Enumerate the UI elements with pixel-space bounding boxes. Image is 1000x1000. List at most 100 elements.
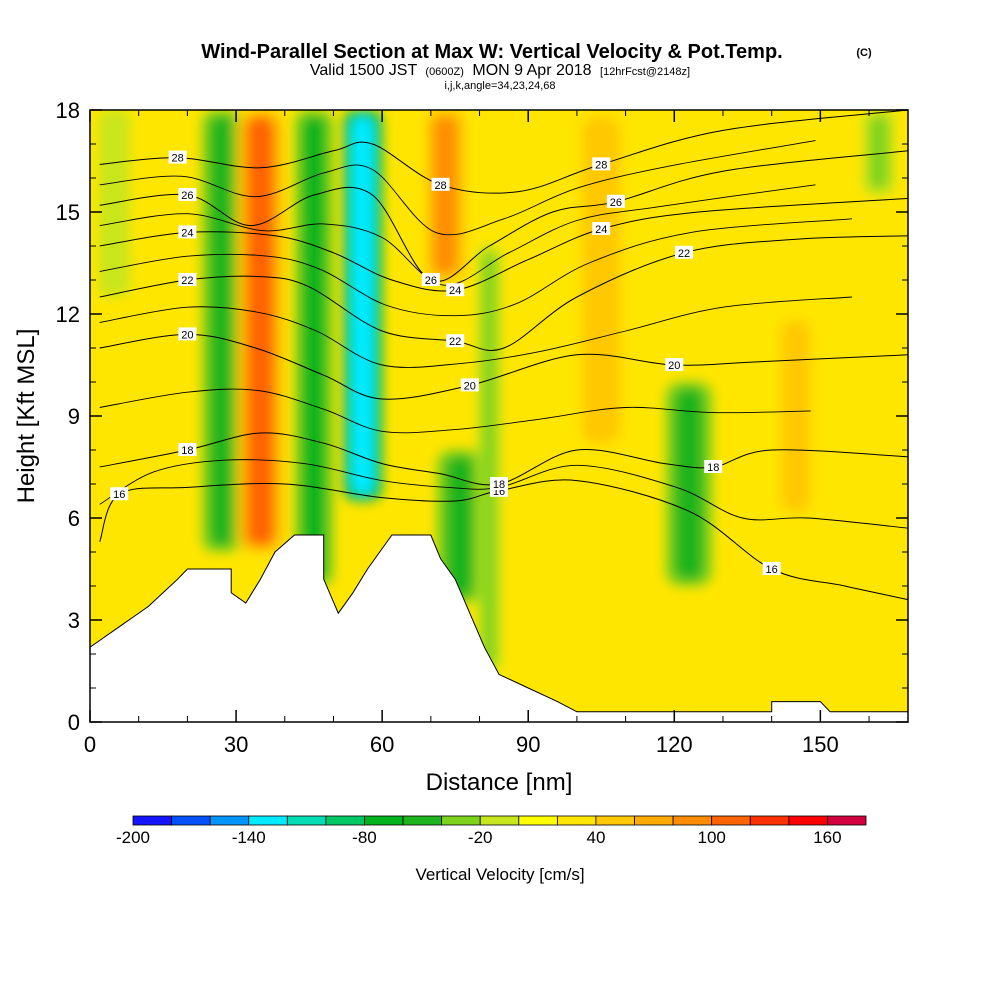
colorbar-swatch (287, 816, 326, 825)
y-tick-label: 9 (68, 404, 80, 429)
valid-date: MON 9 Apr 2018 (472, 62, 591, 79)
x-tick-label: 90 (516, 732, 540, 757)
contour-label-text: 24 (181, 227, 193, 239)
colorbar-swatch (364, 816, 403, 825)
colorbar-tick-label: -80 (352, 828, 377, 847)
theta-contour-label: 22 (446, 334, 464, 348)
colorbar-swatch (557, 816, 596, 825)
theta-contour-label: 24 (592, 222, 610, 236)
forecast-info: [12hrFcst@2148z] (600, 66, 690, 78)
contour-label-text: 28 (595, 159, 607, 171)
plot-area: 16 16161818182020202222222424242626262828… (90, 110, 908, 722)
contour-label-text: 20 (464, 380, 476, 392)
contour-label-text: 22 (181, 275, 193, 287)
colorbar-swatch (712, 816, 751, 825)
colorbar-swatch (480, 816, 519, 825)
colorbar-swatch (133, 816, 172, 825)
contour-label-text: 18 (493, 479, 505, 491)
colorbar-swatch (249, 816, 288, 825)
contour-label-text: 22 (449, 336, 461, 348)
contour-label-text: 26 (610, 197, 622, 209)
y-tick-label: 15 (56, 200, 80, 225)
theta-contour-label: 20 (665, 358, 683, 372)
theta-contour-label: 24 (446, 283, 464, 297)
y-tick-label: 3 (68, 608, 80, 633)
x-tick-label: 60 (370, 732, 394, 757)
theta-contour-label: 28 (592, 157, 610, 171)
x-tick-label: 0 (84, 732, 96, 757)
colorbar-tick-label: 40 (586, 828, 605, 847)
theta-contour-label: 22 (178, 273, 196, 287)
theta-contour-label: 16 (763, 562, 781, 576)
contour-label-text: 16 (766, 564, 778, 576)
velocity-feature-core (246, 116, 275, 546)
colorbar-swatch (789, 816, 828, 825)
x-tick-label: 150 (802, 732, 839, 757)
colorbar-tick-label: -20 (468, 828, 493, 847)
cross-section-chart: Wind-Parallel Section at Max W: Vertical… (0, 0, 1000, 1000)
contour-label-text: 26 (425, 275, 437, 287)
colorbar-tick-label: 160 (813, 828, 841, 847)
colorbar-swatch (403, 816, 442, 825)
colorbar-swatch (210, 816, 249, 825)
grid-params: i,j,k,angle=34,23,24,68 (444, 80, 555, 92)
x-axis-title: Distance [nm] (426, 769, 573, 796)
theta-contour-label: 26 (607, 195, 625, 209)
colorbar-swatch (326, 816, 365, 825)
contour-label-text: 20 (181, 329, 193, 341)
y-tick-label: 6 (68, 506, 80, 531)
contour-label-text: 26 (181, 190, 193, 202)
velocity-feature-core (482, 252, 497, 665)
contour-label-text: 28 (434, 180, 446, 192)
velocity-feature-core (209, 116, 233, 546)
theta-contour-label: 28 (432, 178, 450, 192)
contour-label-text: 28 (172, 153, 184, 165)
colorbar-swatch (442, 816, 481, 825)
velocity-feature-core (350, 116, 374, 495)
theta-contour-label: 26 (422, 273, 440, 287)
contour-label-text: 20 (668, 360, 680, 372)
velocity-feature-core (302, 116, 326, 580)
chart-stage: Wind-Parallel Section at Max W: Vertical… (0, 0, 1000, 1000)
theta-contour-label: 20 (461, 378, 479, 392)
y-axis-title: Height [Kft MSL] (13, 329, 40, 504)
contour-label-text: 22 (678, 248, 690, 260)
theta-contour-label: 24 (178, 225, 196, 239)
theta-contour-label: 18 (178, 443, 196, 457)
valid-time-line: Valid 1500 JST (0600Z) MON 9 Apr 2018 [1… (310, 62, 690, 79)
colorbar-swatch (596, 816, 635, 825)
theta-contour-label: 18 (704, 460, 722, 474)
colorbar-swatch (827, 816, 866, 825)
colorbar-swatch (673, 816, 712, 825)
colorbar-swatch (750, 816, 789, 825)
velocity-feature-core (433, 116, 457, 274)
theta-contour-label: 16 (110, 487, 128, 501)
theta-contour-label: 22 (675, 246, 693, 260)
colorbar-swatch (635, 816, 674, 825)
contour-label-text: 24 (449, 285, 461, 297)
x-tick-label: 120 (656, 732, 693, 757)
chart-title: Wind-Parallel Section at Max W: Vertical… (201, 41, 782, 63)
valid-utc: (0600Z) (425, 66, 464, 78)
colorbar-title: Vertical Velocity [cm/s] (415, 865, 584, 884)
copyright-mark: (C) (856, 47, 872, 59)
x-tick-label: 30 (224, 732, 248, 757)
colorbar: -200 -140 -80 -20 40 100 160 (116, 816, 866, 847)
colorbar-swatch (519, 816, 558, 825)
colorbar-swatch (172, 816, 211, 825)
y-tick-label: 12 (56, 302, 80, 327)
velocity-feature-core (674, 388, 703, 580)
velocity-feature-core (781, 320, 810, 512)
contour-label-text: 18 (181, 445, 193, 457)
theta-contour-label: 18 (490, 477, 508, 491)
theta-contour-label: 26 (178, 188, 196, 202)
colorbar-tick-label: -140 (232, 828, 266, 847)
colorbar-tick-label: 100 (697, 828, 725, 847)
contour-label-text: 24 (595, 224, 607, 236)
colorbar-tick-label: -200 (116, 828, 150, 847)
velocity-feature-core (869, 116, 888, 189)
contour-label-text: 16 (113, 489, 125, 501)
y-tick-label: 18 (56, 98, 80, 123)
theta-contour-label: 20 (178, 327, 196, 341)
valid-prefix: Valid 1500 JST (310, 62, 418, 79)
